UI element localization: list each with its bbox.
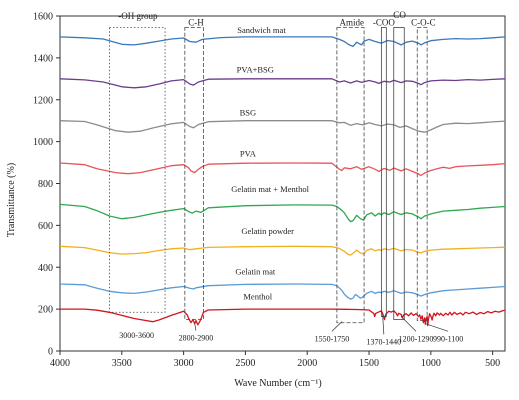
series-line-sandwich-mat	[59, 36, 506, 48]
series-line-menthol	[60, 308, 506, 327]
series-line-gelatin-mat-menthol	[59, 203, 506, 223]
series-line-gelatin-powder	[59, 245, 506, 256]
region-label: -OH group	[118, 11, 158, 21]
y-tick-label: 600	[38, 221, 53, 232]
range-label: 1550-1750	[315, 334, 350, 343]
range-arrow	[194, 323, 197, 331]
y-tick-label: 1000	[33, 137, 53, 148]
range-arrow	[425, 323, 449, 332]
y-tick-label: 1400	[33, 53, 53, 64]
series-label: Gelatin mat	[235, 267, 276, 277]
series-label: PVA+BSG	[237, 65, 274, 75]
x-tick-label: 1500	[359, 358, 379, 369]
range-arrow	[400, 316, 417, 332]
series-label: Gelatin powder	[241, 226, 294, 236]
range-label: 990-1100	[433, 334, 463, 343]
range-arrow	[331, 321, 343, 332]
y-tick-label: 1600	[33, 12, 53, 23]
y-tick-label: 0	[48, 347, 53, 358]
y-tick-label: 200	[38, 305, 53, 316]
y-tick-label: 400	[38, 263, 53, 274]
series-label: PVA	[240, 149, 257, 159]
series-line-pva-bsg	[59, 78, 506, 89]
y-axis-title: Transmittance (%)	[6, 163, 17, 237]
region-box	[416, 27, 428, 322]
x-tick-label: 500	[485, 358, 500, 369]
y-tick-label: 1200	[33, 95, 53, 106]
x-tick-label: 2500	[235, 358, 255, 369]
range-label: 3000-3600	[119, 331, 154, 340]
series-line-bsg	[59, 120, 506, 133]
x-tick-label: 3500	[112, 358, 132, 369]
plot-area: 4000 3500 3000 2500 2000 1500 1000 500 0 200 400 60…	[33, 10, 506, 369]
series-label: Menthol	[243, 292, 272, 302]
series-label: Gelatin mat + Menthol	[231, 184, 309, 194]
range-label: 1200-1290	[399, 334, 434, 343]
region-label: -COO	[373, 18, 395, 28]
x-tick-label: 2000	[297, 358, 317, 369]
x-tick-label: 1000	[421, 358, 441, 369]
region-box	[184, 27, 204, 320]
series-label: Sandwich mat	[237, 25, 286, 35]
region-box	[380, 27, 387, 317]
region-box	[109, 27, 166, 313]
y-tick-label: 800	[38, 179, 53, 190]
series-label: BSG	[240, 107, 257, 117]
range-label: 2800-2900	[179, 334, 214, 343]
series-line-pva	[59, 162, 506, 177]
x-tick-label: 4000	[50, 358, 70, 369]
range-label: 1370-1440	[367, 337, 402, 346]
range-arrow	[382, 314, 385, 335]
region-label: -CO	[390, 10, 406, 20]
series-line-gelatin-mat	[59, 283, 506, 300]
region-label: Amide	[339, 18, 364, 28]
region-label: C-H	[188, 18, 204, 28]
region-box	[393, 27, 405, 320]
y-axis-title-group: Transmittance (%)	[6, 163, 17, 237]
region-box	[336, 27, 365, 324]
x-tick-label: 3000	[174, 358, 194, 369]
x-axis-title: Wave Number (cm⁻¹)	[234, 378, 321, 389]
region-label: C-O-C	[411, 18, 436, 28]
